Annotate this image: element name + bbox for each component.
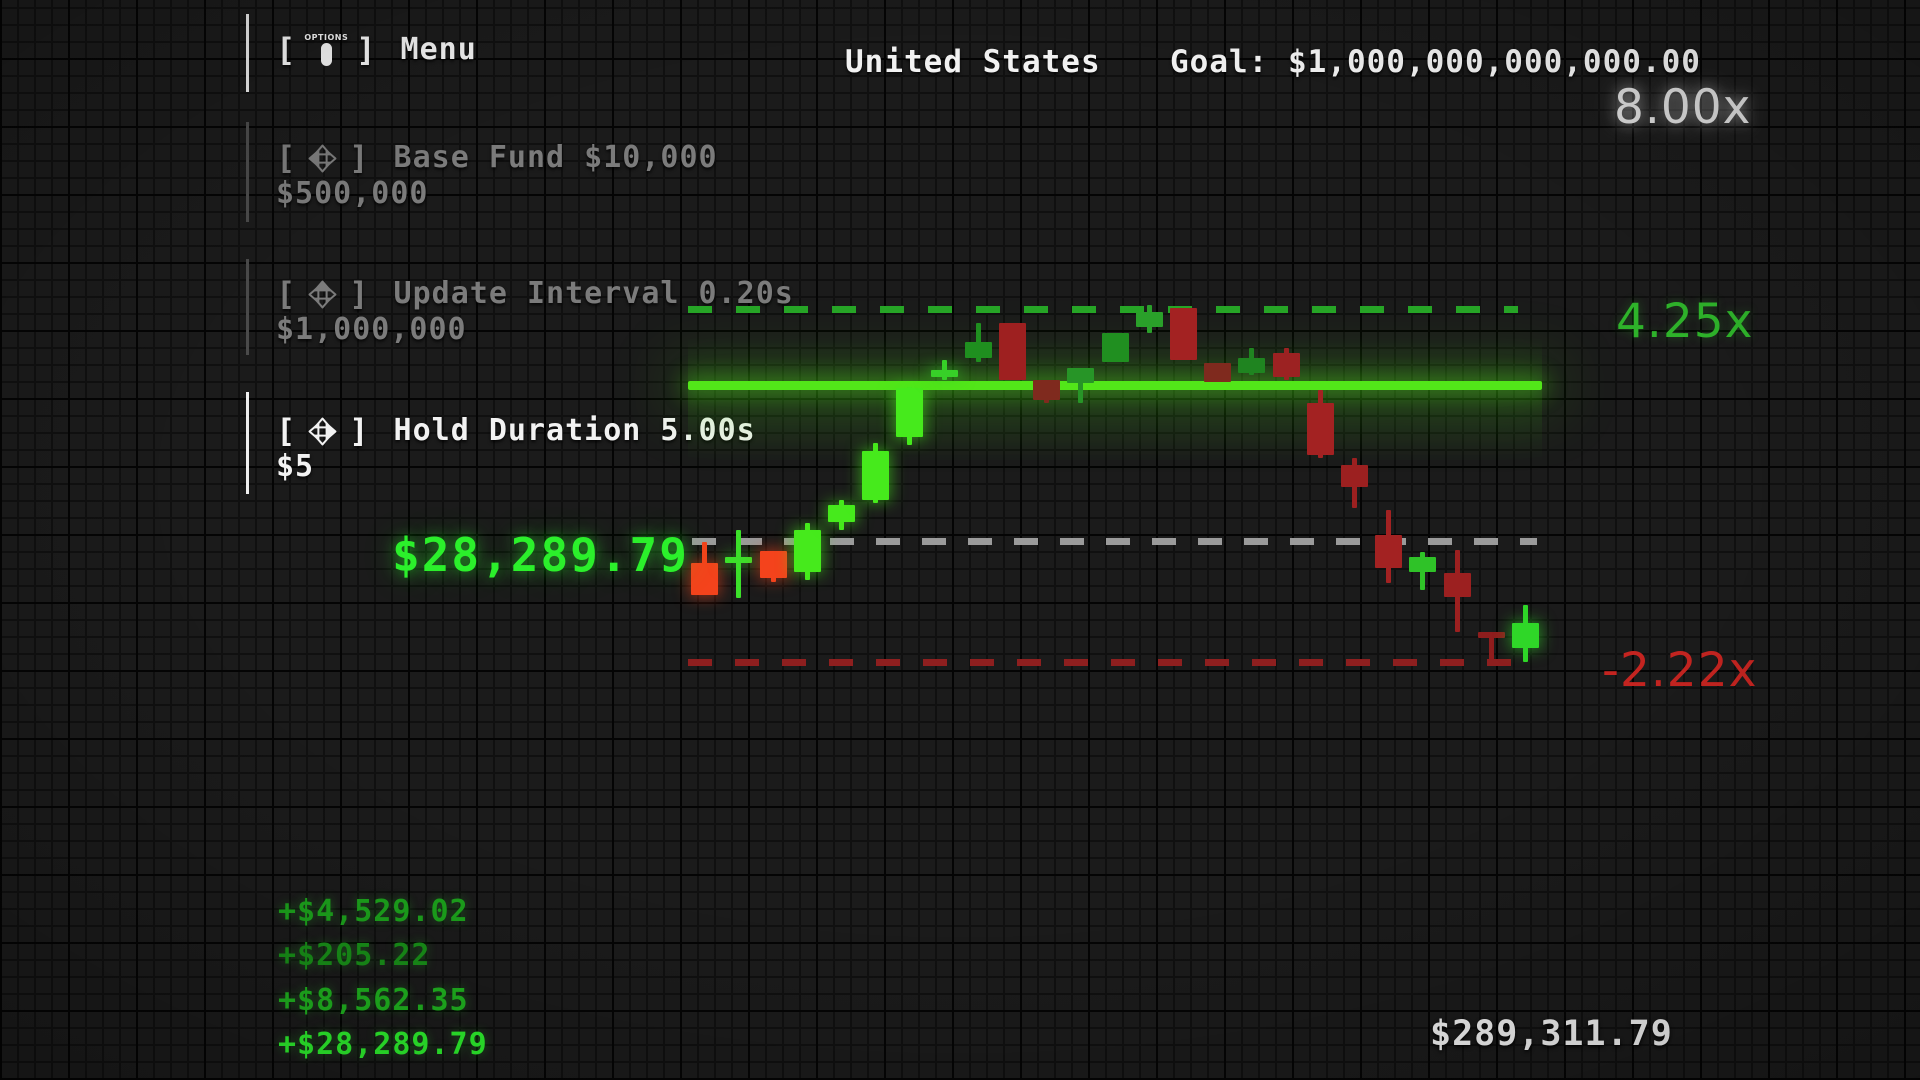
candle-body bbox=[1170, 308, 1197, 360]
position-value-label: $28,289.79 bbox=[392, 528, 689, 582]
balance-label: $289,311.79 bbox=[1430, 1014, 1673, 1054]
candle-body bbox=[1238, 358, 1265, 373]
candle-body bbox=[725, 557, 752, 563]
hold-duration-selector-bar bbox=[246, 392, 249, 494]
bracket: ] bbox=[349, 139, 370, 177]
dpad-up-icon bbox=[308, 280, 337, 308]
upgrade-label: Base Fund $10,000 bbox=[393, 140, 718, 175]
candle-body bbox=[1273, 353, 1300, 377]
bracket: ] bbox=[349, 275, 370, 313]
candle-body bbox=[1444, 573, 1471, 597]
menu-button[interactable]: [ OPTIONS ] Menu bbox=[276, 31, 477, 69]
dpad-right-icon bbox=[308, 417, 337, 445]
recent-gain: +$4,529.02 bbox=[278, 894, 469, 929]
candle-body bbox=[931, 370, 958, 377]
bracket: [ bbox=[276, 412, 297, 450]
candle-body bbox=[1102, 333, 1129, 362]
candle-body bbox=[1512, 623, 1539, 648]
candle-body bbox=[965, 342, 992, 358]
candle-body bbox=[1033, 380, 1060, 400]
bracket: [ bbox=[276, 275, 297, 313]
bracket: ] bbox=[349, 412, 370, 450]
candle-body bbox=[1067, 368, 1094, 383]
high-multiplier-label: 4.25x bbox=[1616, 294, 1754, 349]
high-multiplier-line bbox=[688, 306, 1518, 313]
bracket: ] bbox=[356, 31, 377, 69]
update-interval-selector-bar bbox=[246, 259, 249, 355]
options-button-icon: OPTIONS bbox=[304, 34, 348, 66]
candle-body bbox=[794, 530, 821, 572]
recent-gain: +$8,562.35 bbox=[278, 983, 469, 1018]
upgrade-item-base-fund[interactable]: [ ] Base Fund $10,000 $500,000 bbox=[276, 141, 718, 211]
country-label: United States bbox=[845, 44, 1101, 80]
candle-body bbox=[1409, 557, 1436, 572]
candle-body bbox=[1341, 465, 1368, 487]
recent-gain: +$205.22 bbox=[278, 938, 431, 973]
candle-body bbox=[896, 388, 923, 437]
upgrade-cost: $500,000 bbox=[276, 176, 429, 211]
upgrade-item-hold-duration[interactable]: [ ] Hold Duration 5.00s $5 bbox=[276, 414, 756, 484]
candle-body bbox=[760, 551, 787, 578]
base-fund-selector-bar bbox=[246, 122, 249, 222]
low-multiplier-label: -2.22x bbox=[1602, 643, 1758, 698]
goal-label: Goal: $1,000,000,000,000.00 bbox=[1170, 44, 1701, 80]
candle-body bbox=[1478, 632, 1505, 638]
recent-gain: +$28,289.79 bbox=[278, 1027, 488, 1062]
candle-body bbox=[999, 323, 1026, 380]
bracket: [ bbox=[276, 31, 297, 69]
peak-multiplier-label: 8.00x bbox=[1614, 80, 1752, 135]
candle-body bbox=[691, 563, 718, 595]
dpad-left-icon bbox=[308, 144, 337, 172]
price-line-glow bbox=[688, 390, 1542, 462]
candle-wick bbox=[736, 530, 741, 598]
candle-body bbox=[1204, 363, 1231, 382]
candle-body bbox=[1375, 535, 1402, 568]
candle-body bbox=[1136, 312, 1163, 327]
candle-body bbox=[862, 451, 889, 500]
menu-selector-bar bbox=[246, 14, 249, 92]
candle-body bbox=[1307, 403, 1334, 455]
low-multiplier-line bbox=[688, 659, 1520, 666]
candle-body bbox=[828, 505, 855, 522]
upgrade-cost: $5 bbox=[276, 449, 315, 484]
menu-label: Menu bbox=[400, 32, 477, 67]
candlestick-chart bbox=[688, 280, 1564, 682]
current-price-line bbox=[688, 381, 1542, 390]
bracket: [ bbox=[276, 139, 297, 177]
